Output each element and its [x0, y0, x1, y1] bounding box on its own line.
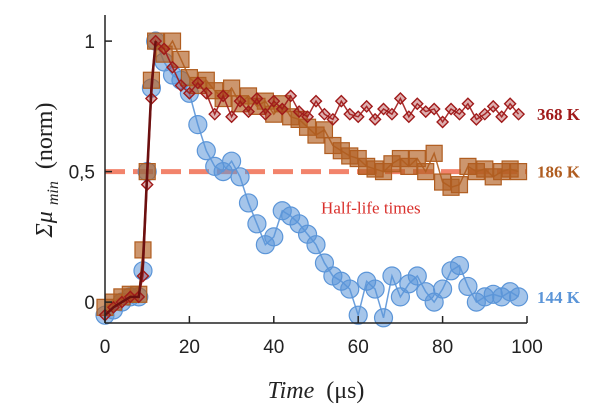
data-point — [182, 86, 196, 100]
data-point — [495, 110, 509, 124]
data-point — [163, 32, 182, 50]
data-point — [326, 112, 340, 126]
x-tick-label: 80 — [432, 337, 453, 358]
data-point — [238, 193, 259, 213]
x-axis-title-main: Time — [268, 378, 315, 404]
data-point — [461, 97, 475, 111]
x-tick-label: 100 — [511, 337, 543, 358]
data-point — [360, 99, 374, 113]
data-point — [340, 279, 360, 299]
data-point — [250, 92, 264, 106]
data-point — [436, 115, 450, 129]
x-tick-label: 20 — [179, 337, 200, 358]
data-point — [407, 266, 427, 286]
data-point — [393, 92, 407, 106]
data-point — [172, 50, 190, 68]
x-axis-title: Time (μs) — [268, 378, 365, 404]
data-point — [301, 110, 315, 124]
data-point — [410, 97, 424, 111]
data-point — [402, 110, 416, 124]
data-point — [196, 141, 216, 161]
data-point — [199, 86, 213, 100]
series-label-368k: 368 K — [537, 105, 581, 124]
y-tick-label: 0,5 — [69, 163, 95, 184]
data-point — [284, 89, 298, 103]
data-point — [509, 163, 528, 181]
data-point — [334, 94, 348, 108]
data-point — [241, 105, 255, 119]
data-point — [225, 110, 239, 124]
axes-layer — [104, 15, 527, 324]
data-point — [433, 279, 453, 299]
series-line — [104, 39, 520, 316]
y-tick-label: 1 — [84, 32, 95, 53]
data-point — [368, 112, 382, 126]
y-axis-title: Σμ min (norm) — [32, 103, 64, 239]
data-point — [508, 287, 529, 307]
data-point — [267, 94, 281, 108]
data-point — [385, 107, 399, 121]
data-point — [292, 105, 306, 119]
data-point — [449, 255, 470, 276]
data-point — [427, 102, 441, 116]
data-point — [264, 227, 284, 247]
series-label-186k: 186 K — [537, 163, 581, 182]
data-point — [208, 107, 222, 121]
x-tick-label: 0 — [100, 337, 111, 358]
data-point — [348, 305, 368, 325]
data-point — [222, 151, 242, 171]
data-point — [478, 107, 492, 121]
data-point — [258, 107, 272, 121]
series-label-144k: 144 K — [537, 288, 581, 307]
fit-line — [104, 40, 157, 317]
data-point — [157, 42, 171, 56]
data-point — [444, 102, 458, 116]
data-point — [377, 102, 391, 116]
data-point — [469, 112, 483, 126]
series-layer — [95, 31, 529, 328]
data-point — [306, 235, 326, 255]
x-tick-label: 40 — [263, 337, 284, 358]
data-point — [247, 214, 267, 234]
data-point — [425, 144, 443, 162]
data-point — [503, 97, 517, 111]
data-point — [188, 115, 208, 135]
data-point — [309, 94, 323, 108]
data-point — [191, 76, 205, 90]
data-point — [382, 266, 402, 286]
data-point — [230, 167, 250, 187]
data-point — [417, 163, 435, 181]
data-point — [275, 102, 289, 116]
x-axis-title-unit: (μs) — [326, 378, 364, 404]
y-tick-label: 0 — [84, 293, 95, 314]
data-point — [452, 107, 466, 121]
half-life-annotation: Half-life times — [321, 198, 421, 217]
data-point — [512, 107, 526, 121]
ticks-layer: 0 20 40 60 80 100 0 0,5 1 — [69, 32, 543, 358]
data-point — [315, 121, 334, 139]
data-point — [486, 99, 500, 113]
data-point — [373, 308, 394, 328]
data-point — [351, 110, 365, 124]
x-tick-label: 60 — [348, 337, 369, 358]
y-axis-title-main: Σμ — [32, 211, 58, 238]
y-axis-title-sub: min — [45, 181, 62, 205]
data-point — [233, 94, 247, 108]
data-point — [458, 276, 478, 297]
data-point — [317, 107, 331, 121]
y-axis-title-unit: (norm) — [32, 103, 58, 170]
data-point — [166, 60, 180, 74]
data-point — [174, 78, 188, 92]
data-point — [450, 176, 469, 194]
data-point — [216, 89, 230, 103]
data-point — [365, 279, 385, 299]
